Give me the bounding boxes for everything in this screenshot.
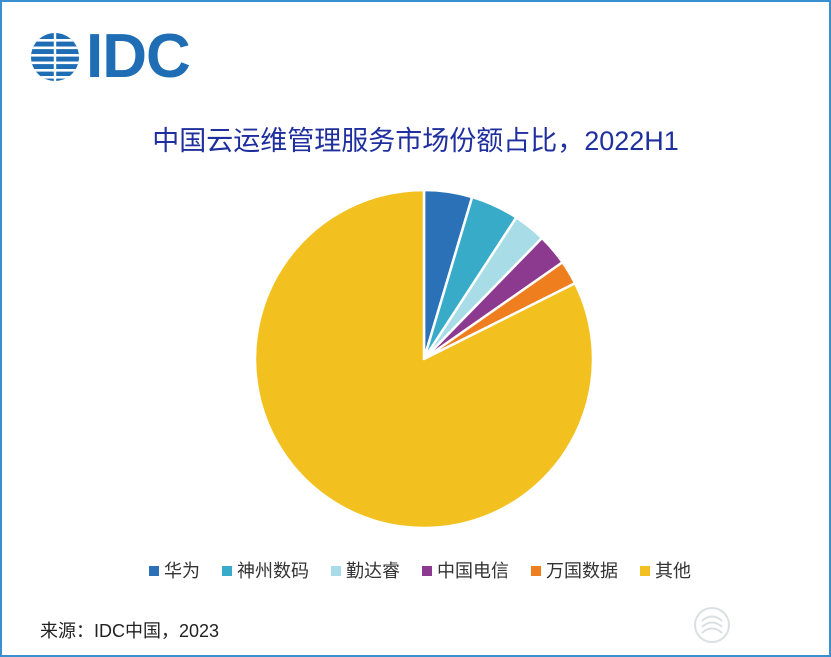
legend-label-digital-china: 神州数码 [237,561,309,581]
legend-swatch-digital-china [222,566,232,576]
legend-swatch-qindarui [331,566,341,576]
chart-legend: 华为 神州数码 勤达睿 中国电信 万国数据 其他 [149,559,691,583]
legend-label-qindarui: 勤达睿 [346,561,400,581]
pie-chart [254,189,594,529]
legend-item-others: 其他 [640,559,691,583]
legend-label-gds: 万国数据 [546,561,618,581]
source-note: 来源：IDC中国，2023 [40,621,220,641]
legend-swatch-others [640,566,650,576]
legend-swatch-china-telecom [422,566,432,576]
legend-label-huawei: 华为 [164,561,200,581]
legend-item-gds: 万国数据 [531,559,618,583]
idc-logo: IDC [30,22,191,91]
legend-item-huawei: 华为 [149,559,200,583]
idc-logo-text: IDC [86,22,191,91]
idc-globe-icon [31,33,79,81]
legend-item-china-telecom: 中国电信 [422,559,509,583]
watermark-logo [694,607,730,643]
chart-title: 中国云运维管理服务市场份额占比，2022H1 [152,126,679,156]
legend-label-others: 其他 [655,561,691,581]
legend-item-qindarui: 勤达睿 [331,559,400,583]
legend-label-china-telecom: 中国电信 [437,561,509,581]
pie-slice-others [254,189,594,529]
legend-swatch-huawei [149,566,159,576]
legend-item-digital-china: 神州数码 [222,559,309,583]
legend-swatch-gds [531,566,541,576]
